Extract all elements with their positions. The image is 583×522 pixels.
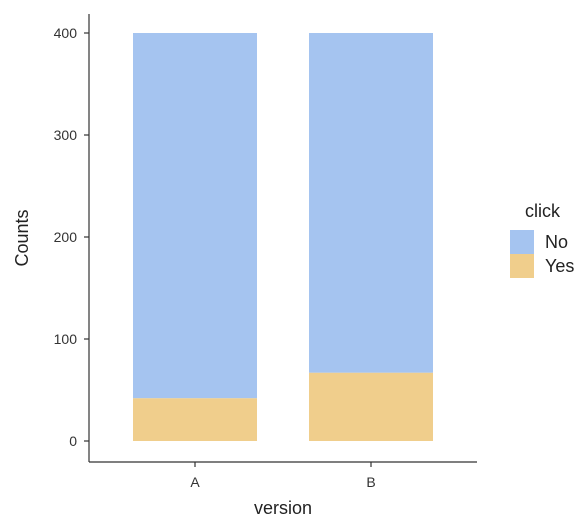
y-tick-label: 100 — [54, 331, 78, 347]
legend-key-yes — [510, 254, 534, 278]
x-tick-label: B — [366, 474, 375, 490]
y-tick-label: 200 — [54, 229, 78, 245]
bar-A-no — [133, 33, 257, 399]
y-axis: 0 100 200 300 400 — [54, 14, 90, 462]
y-tick-label: 0 — [69, 433, 77, 449]
bars-group — [133, 33, 433, 441]
y-axis-title: Counts — [12, 209, 32, 266]
y-tick-label: 400 — [54, 25, 78, 41]
legend-label-yes: Yes — [545, 256, 574, 276]
bar-B-yes — [309, 372, 433, 441]
bar-B-no — [309, 33, 433, 373]
bar-A-yes — [133, 398, 257, 441]
legend: click No Yes — [510, 201, 574, 278]
x-tick-label: A — [190, 474, 200, 490]
y-tick-label: 300 — [54, 127, 78, 143]
legend-key-no — [510, 230, 534, 254]
x-axis-title: version — [254, 498, 312, 518]
legend-title: click — [525, 201, 561, 221]
legend-label-no: No — [545, 232, 568, 252]
